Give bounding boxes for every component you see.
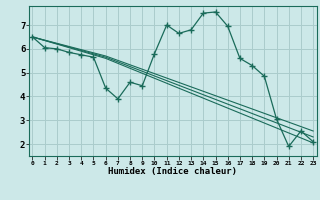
X-axis label: Humidex (Indice chaleur): Humidex (Indice chaleur) — [108, 167, 237, 176]
